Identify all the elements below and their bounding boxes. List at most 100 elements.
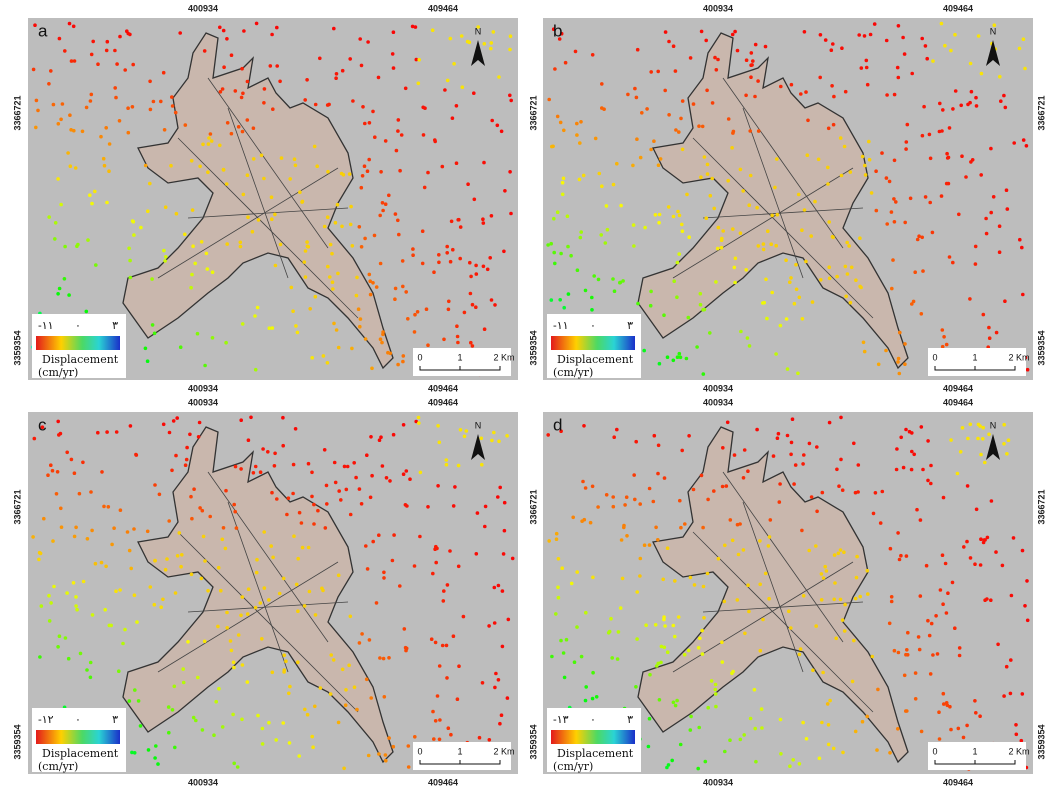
- point: [99, 560, 104, 565]
- point: [138, 724, 143, 728]
- point: [699, 29, 704, 34]
- point: [813, 199, 817, 204]
- point: [251, 471, 256, 475]
- point: [832, 94, 836, 99]
- point: [904, 652, 908, 657]
- point: [84, 309, 89, 314]
- point: [358, 317, 363, 321]
- point: [418, 470, 423, 475]
- point: [240, 322, 245, 326]
- point: [957, 653, 962, 658]
- point: [370, 366, 374, 371]
- point: [572, 660, 577, 664]
- point: [626, 92, 630, 97]
- scale-label: 0: [417, 746, 422, 756]
- point: [455, 697, 460, 701]
- point: [611, 504, 616, 509]
- point: [438, 718, 442, 722]
- point: [837, 484, 841, 488]
- point: [266, 450, 270, 454]
- point: [495, 123, 500, 128]
- point: [336, 720, 341, 725]
- point: [222, 65, 226, 69]
- point: [814, 624, 818, 628]
- point: [960, 154, 964, 158]
- point: [1021, 292, 1025, 297]
- point: [203, 559, 207, 563]
- point: [625, 534, 629, 538]
- point: [942, 702, 946, 706]
- point: [173, 745, 177, 750]
- point: [225, 37, 229, 41]
- point: [749, 75, 753, 79]
- point: [566, 292, 571, 296]
- point: [561, 176, 566, 181]
- point: [991, 195, 996, 199]
- point: [831, 235, 835, 240]
- point: [788, 280, 792, 285]
- point: [305, 712, 310, 717]
- point: [312, 144, 317, 149]
- point: [994, 330, 999, 335]
- point: [889, 595, 894, 599]
- point: [677, 130, 681, 134]
- point: [447, 299, 451, 304]
- point: [904, 147, 908, 151]
- point: [843, 264, 848, 269]
- point: [324, 483, 329, 488]
- point: [270, 32, 274, 37]
- point: [89, 92, 94, 97]
- point: [865, 568, 870, 573]
- point: [715, 246, 720, 251]
- point: [72, 59, 77, 63]
- point: [363, 121, 367, 126]
- point: [292, 534, 296, 538]
- point: [965, 723, 969, 728]
- point: [677, 351, 682, 356]
- point: [143, 163, 148, 168]
- point: [778, 717, 783, 722]
- point: [987, 336, 992, 341]
- point: [698, 291, 703, 296]
- legend-ramp: [551, 336, 635, 350]
- point: [558, 120, 563, 125]
- point: [959, 103, 963, 108]
- point: [442, 337, 446, 342]
- point: [231, 712, 235, 717]
- point: [738, 167, 743, 172]
- point: [723, 749, 727, 754]
- point: [845, 240, 849, 245]
- point: [823, 564, 827, 569]
- point: [482, 160, 486, 165]
- point: [153, 558, 157, 563]
- point: [105, 39, 110, 44]
- point: [131, 62, 135, 67]
- point: [705, 571, 710, 576]
- point: [856, 490, 860, 494]
- point: [747, 609, 751, 614]
- point: [197, 420, 202, 425]
- point: [615, 161, 619, 166]
- point: [440, 164, 445, 169]
- point: [796, 371, 800, 376]
- point: [804, 737, 809, 741]
- point: [603, 241, 608, 245]
- point: [386, 350, 390, 355]
- point: [169, 163, 173, 168]
- point: [410, 24, 415, 29]
- point: [862, 34, 867, 38]
- point: [444, 643, 449, 648]
- point: [403, 645, 408, 650]
- point: [831, 122, 836, 127]
- point: [765, 316, 769, 321]
- point: [968, 556, 973, 560]
- point: [974, 95, 978, 100]
- point: [127, 548, 132, 553]
- point: [333, 480, 338, 485]
- point: [154, 744, 158, 748]
- point: [114, 589, 118, 593]
- point: [401, 354, 406, 358]
- point: [951, 260, 955, 265]
- point: [458, 428, 463, 432]
